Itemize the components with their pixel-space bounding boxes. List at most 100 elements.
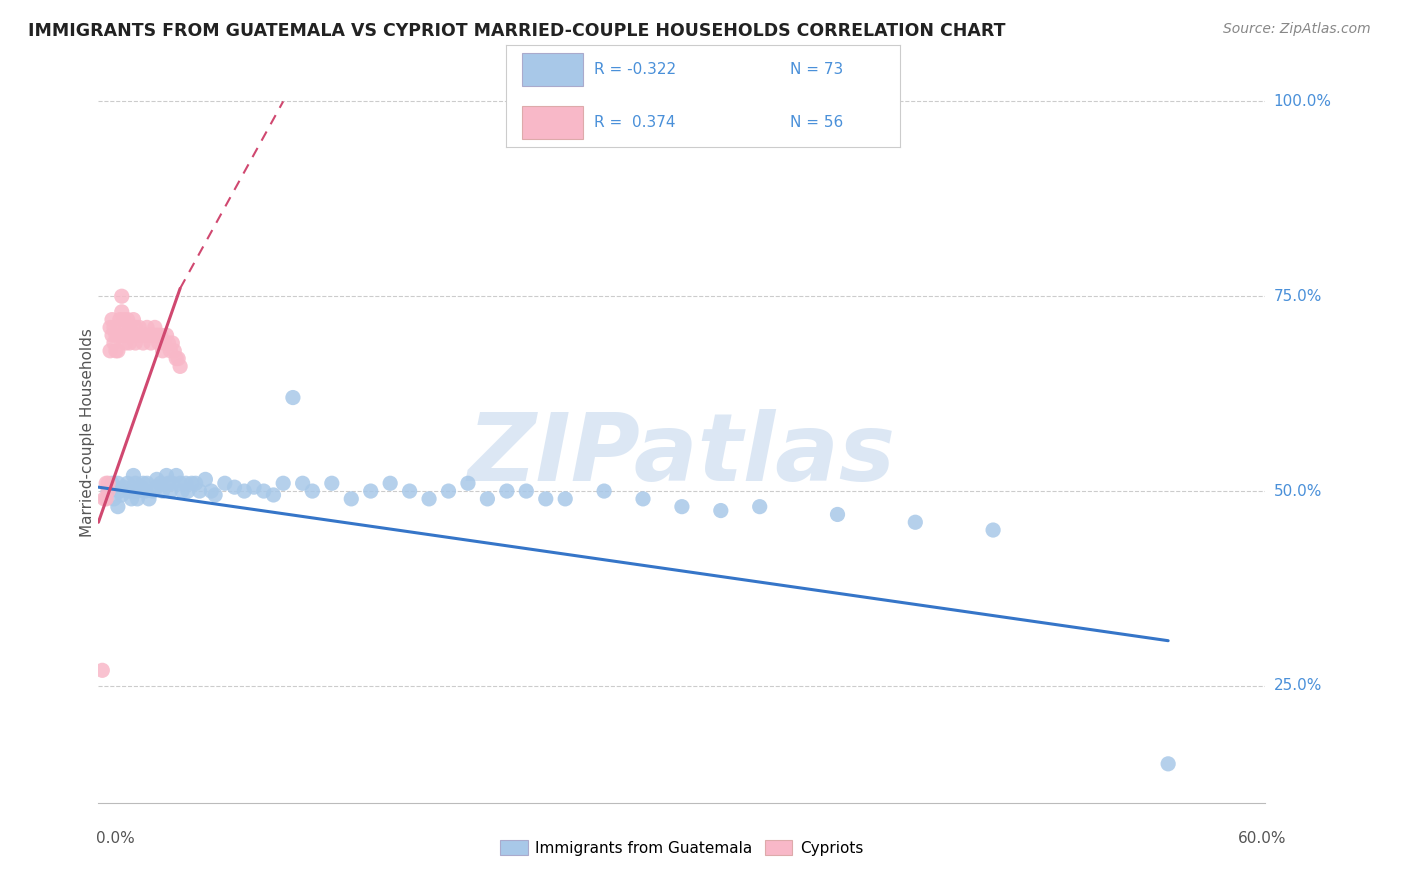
Point — [157, 476, 180, 491]
Point — [122, 468, 145, 483]
Point — [301, 484, 323, 499]
Point — [214, 476, 236, 491]
Point — [134, 328, 156, 343]
Text: 60.0%: 60.0% — [1239, 831, 1286, 846]
Point — [129, 480, 152, 494]
Text: 25.0%: 25.0% — [1274, 679, 1322, 693]
Point — [321, 476, 343, 491]
Point — [98, 320, 121, 334]
Point — [827, 508, 849, 522]
Point — [233, 484, 256, 499]
Point — [97, 476, 120, 491]
Point — [748, 500, 770, 514]
Point — [170, 484, 193, 499]
Point — [127, 484, 149, 499]
Point — [122, 328, 145, 343]
Point — [138, 491, 160, 506]
Point — [118, 320, 141, 334]
Text: IMMIGRANTS FROM GUATEMALA VS CYPRIOT MARRIED-COUPLE HOUSEHOLDS CORRELATION CHART: IMMIGRANTS FROM GUATEMALA VS CYPRIOT MAR… — [28, 22, 1005, 40]
Point — [117, 312, 139, 326]
Point — [671, 500, 693, 514]
Point — [291, 476, 314, 491]
Point — [132, 476, 155, 491]
Point — [111, 289, 134, 303]
Point — [152, 343, 174, 358]
Point — [112, 312, 135, 326]
Point — [117, 476, 139, 491]
Text: R = -0.322: R = -0.322 — [595, 62, 676, 77]
Point — [124, 476, 146, 491]
Point — [101, 476, 124, 491]
Point — [91, 663, 114, 677]
Point — [146, 328, 169, 343]
Point — [111, 305, 134, 319]
Point — [132, 336, 155, 351]
Point — [593, 484, 616, 499]
Point — [122, 484, 145, 499]
Point — [146, 472, 169, 486]
Point — [162, 476, 184, 491]
Point — [127, 328, 149, 343]
Point — [104, 343, 127, 358]
Point — [159, 484, 181, 499]
Point — [146, 480, 169, 494]
Text: ZIPatlas: ZIPatlas — [468, 409, 896, 500]
Point — [103, 320, 125, 334]
Text: N = 73: N = 73 — [790, 62, 842, 77]
Point — [142, 484, 165, 499]
Point — [194, 472, 217, 486]
Point — [981, 523, 1004, 537]
Point — [138, 328, 160, 343]
Point — [122, 312, 145, 326]
Point — [111, 488, 134, 502]
Point — [129, 328, 152, 343]
Point — [112, 328, 135, 343]
Point — [107, 500, 129, 514]
Point — [97, 484, 120, 499]
Point — [124, 336, 146, 351]
Point — [904, 515, 927, 529]
FancyBboxPatch shape — [522, 53, 582, 86]
Point — [169, 359, 191, 374]
Point — [155, 468, 177, 483]
Point — [103, 491, 125, 506]
Point — [188, 484, 211, 499]
Text: 50.0%: 50.0% — [1274, 483, 1322, 499]
Point — [418, 491, 440, 506]
Point — [1157, 756, 1180, 771]
Point — [98, 343, 121, 358]
Point — [180, 476, 202, 491]
Point — [117, 328, 139, 343]
Point — [107, 343, 129, 358]
Point — [142, 328, 165, 343]
Point — [148, 336, 170, 351]
Point — [108, 484, 131, 499]
Point — [157, 336, 180, 351]
Point — [136, 476, 159, 491]
Point — [101, 312, 124, 326]
Point — [169, 476, 191, 491]
Point — [380, 476, 402, 491]
Point — [262, 488, 284, 502]
Text: N = 56: N = 56 — [790, 115, 842, 130]
Point — [515, 484, 537, 499]
Point — [398, 484, 420, 499]
Point — [127, 491, 149, 506]
Point — [103, 336, 125, 351]
Legend: Immigrants from Guatemala, Cypriots: Immigrants from Guatemala, Cypriots — [495, 834, 869, 862]
Point — [143, 320, 166, 334]
Point — [177, 484, 200, 499]
Point — [101, 328, 124, 343]
Point — [477, 491, 499, 506]
Point — [114, 320, 136, 334]
Point — [224, 480, 246, 494]
Point — [204, 488, 226, 502]
Point — [121, 328, 143, 343]
Point — [93, 491, 115, 506]
Point — [159, 343, 181, 358]
Point — [281, 391, 304, 405]
Point — [457, 476, 479, 491]
Point — [340, 491, 363, 506]
Point — [121, 491, 143, 506]
Point — [152, 484, 174, 499]
